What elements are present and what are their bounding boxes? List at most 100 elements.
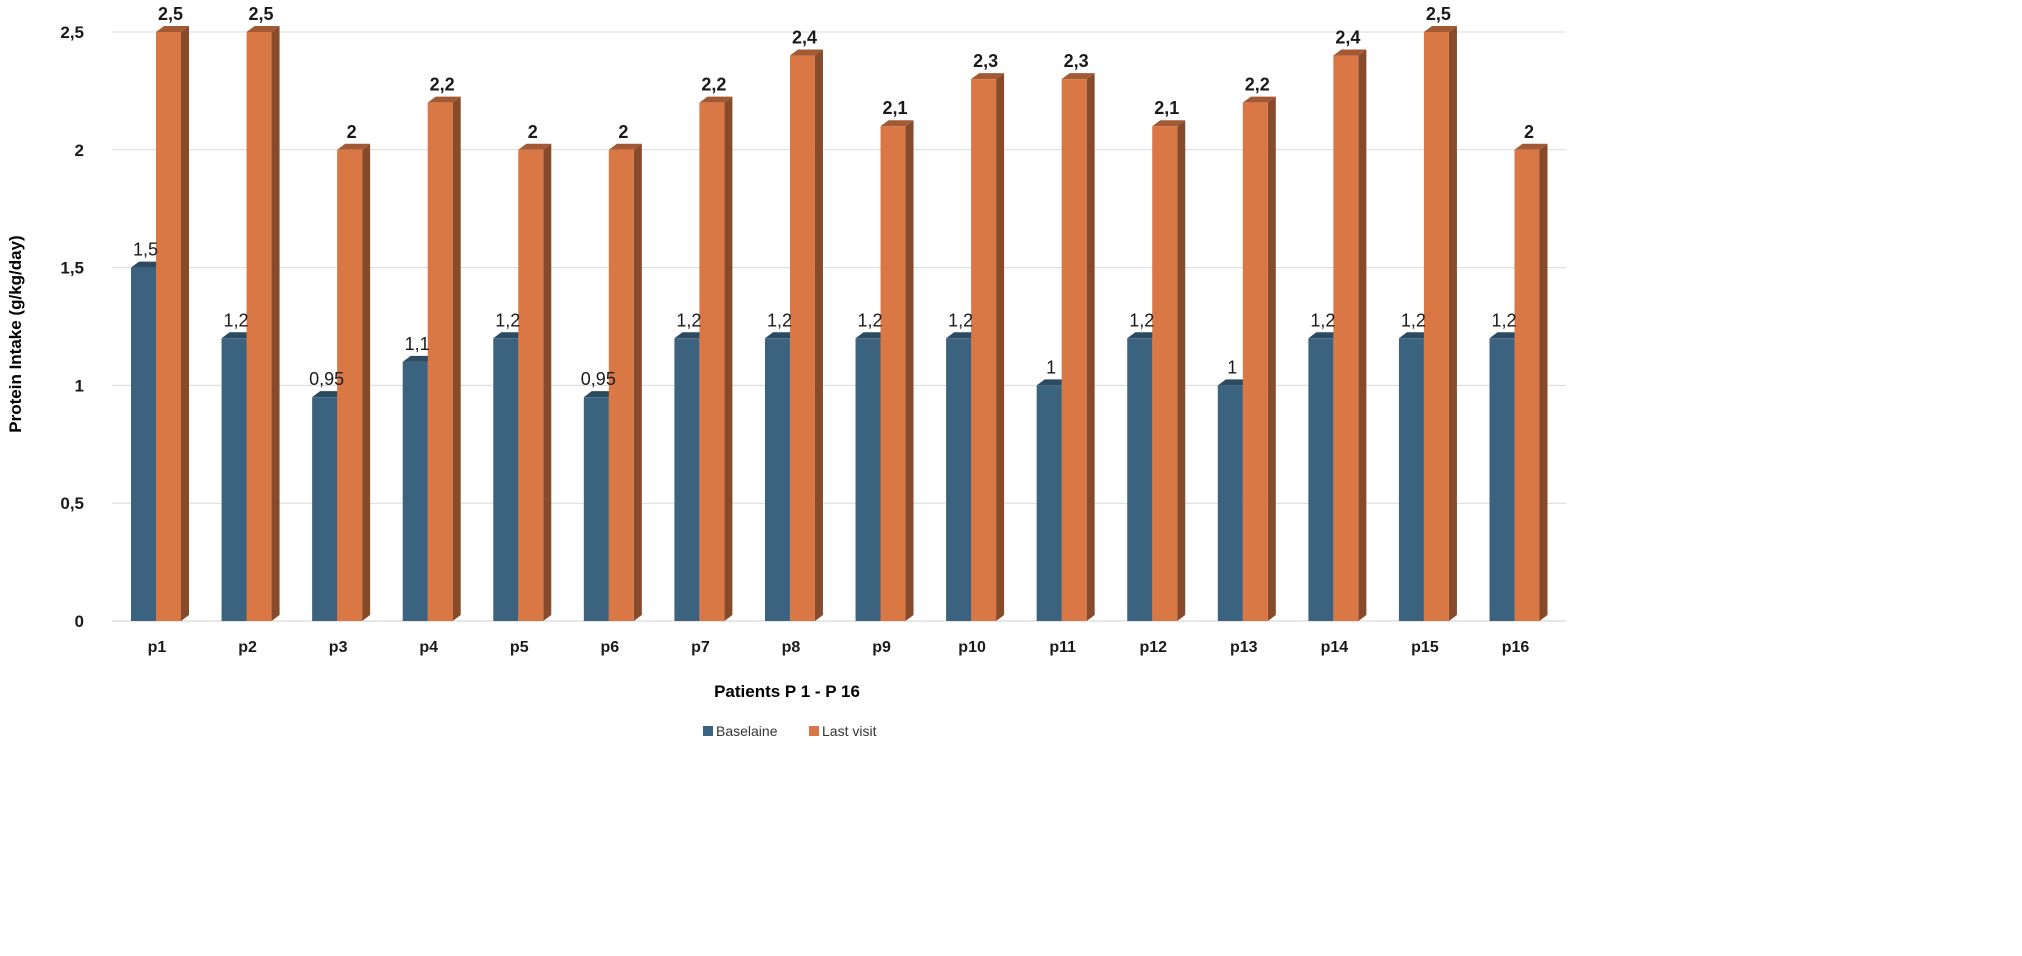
bar-top (1061, 73, 1095, 80)
bar-last-visit-p12 (1152, 120, 1186, 622)
bar-side (633, 143, 642, 622)
data-label-baselaine-p3: 0,95 (309, 369, 344, 389)
data-label-baselaine-p5: 1,2 (495, 310, 520, 330)
y-tick-label: 0,5 (60, 494, 84, 513)
x-tick-label-p13: p13 (1230, 639, 1258, 656)
bar-last-visit-p8 (789, 49, 823, 622)
bar-side (1267, 96, 1276, 622)
data-label-last-visit-p3: 2 (347, 122, 357, 142)
bar-front (1423, 32, 1449, 621)
legend-swatch-baselaine (703, 726, 713, 736)
bar-last-visit-p13 (1242, 96, 1276, 622)
bar-front (699, 102, 725, 622)
x-tick-label-p2: p2 (238, 639, 257, 656)
x-tick-label-p10: p10 (958, 639, 986, 656)
data-label-last-visit-p14: 2,4 (1335, 28, 1360, 48)
bar-last-visit-p1 (156, 26, 189, 621)
x-tick-label-p1: p1 (148, 639, 167, 656)
bar-front (1308, 338, 1334, 621)
data-label-baselaine-p13: 1 (1227, 357, 1237, 377)
bar-front (880, 126, 906, 622)
bar-front (1514, 149, 1540, 622)
bar-top (1217, 379, 1251, 386)
bar-last-visit-p10 (971, 73, 1005, 622)
bar-top (608, 143, 642, 150)
bar-last-visit-p2 (246, 26, 280, 621)
data-labels: 1,5 2,5 1,2 2,5 0,95 2 1,1 2,2 1,2 2 0,95 2 1,2 2,2 1,… (133, 4, 1534, 389)
data-label-baselaine-p7: 1,2 (676, 310, 701, 330)
bar-front (1127, 338, 1153, 621)
data-label-baselaine-p14: 1,2 (1310, 310, 1335, 330)
data-label-baselaine-p8: 1,2 (767, 310, 792, 330)
bar-front (789, 55, 815, 622)
bar-top (312, 391, 346, 398)
data-label-last-visit-p9: 2,1 (883, 98, 908, 118)
bar-front (855, 338, 881, 621)
bar-top (1333, 49, 1367, 56)
y-tick-label: 2,5 (60, 23, 84, 42)
bar-side (905, 120, 914, 622)
bar-front (518, 149, 544, 622)
bar-front (946, 338, 972, 621)
bar-top (855, 332, 889, 339)
bar-top (1036, 379, 1070, 386)
bar-side (452, 96, 461, 622)
bar-last-visit-p15 (1423, 26, 1457, 621)
bar-side (543, 143, 552, 622)
bar-last-visit-p7 (699, 96, 733, 622)
bar-top (674, 332, 708, 339)
bar-last-visit-p5 (518, 143, 552, 622)
x-tick-label-p16: p16 (1502, 639, 1530, 656)
bar-side (996, 73, 1005, 622)
data-label-last-visit-p1: 2,5 (158, 4, 183, 24)
data-label-last-visit-p8: 2,4 (792, 28, 817, 48)
bar-top (880, 120, 914, 127)
bar-front (312, 397, 338, 621)
x-tick-label-p11: p11 (1049, 639, 1076, 656)
bar-front (427, 102, 453, 622)
data-label-last-visit-p10: 2,3 (973, 51, 998, 71)
x-tick-label-p9: p9 (872, 639, 891, 656)
bar-top (518, 143, 552, 150)
bar-front (583, 397, 609, 621)
y-tick-label: 1 (75, 376, 84, 395)
bar-side (1358, 49, 1367, 622)
bar-last-visit-p11 (1061, 73, 1095, 622)
bar-front (1217, 385, 1243, 621)
bar-top (764, 332, 798, 339)
bar-top (221, 332, 255, 339)
bar-last-visit-p3 (337, 143, 371, 622)
data-label-baselaine-p12: 1,2 (1129, 310, 1154, 330)
data-label-last-visit-p5: 2 (528, 122, 538, 142)
data-label-last-visit-p2: 2,5 (249, 4, 274, 24)
bar-top (1398, 332, 1432, 339)
bar-last-visit-p9 (880, 120, 914, 622)
legend-label-last-visit: Last visit (822, 723, 877, 739)
bar-last-visit-p6 (608, 143, 642, 622)
bar-front (337, 149, 363, 622)
legend-swatch-last-visit (809, 726, 819, 736)
data-label-baselaine-p16: 1,2 (1491, 310, 1516, 330)
x-tick-label-p14: p14 (1321, 639, 1349, 656)
y-tick-label: 2 (75, 141, 84, 160)
x-tick-label-p7: p7 (691, 639, 710, 656)
bars (131, 26, 1548, 622)
bar-top (583, 391, 617, 398)
bar-side (1086, 73, 1095, 622)
data-label-baselaine-p2: 1,2 (224, 310, 249, 330)
bar-front (608, 149, 634, 622)
x-tick-label-p4: p4 (419, 639, 438, 656)
legend: Baselaine Last visit (703, 723, 877, 739)
bar-side (362, 143, 371, 622)
y-axis-label: Protein Intake (g/kg/day) (6, 235, 25, 432)
bar-last-visit-p4 (427, 96, 461, 622)
bar-top (493, 332, 527, 339)
bar-front (156, 32, 181, 621)
bar-front (1036, 385, 1062, 621)
bar-top (946, 332, 980, 339)
x-axis-ticks: p1 p2 p3 p4 p5 p6 p7 p8 p9 p10 p11 p12 p13 p14 p15 p16 (148, 639, 1530, 656)
bar-front (131, 267, 156, 621)
x-tick-label-p15: p15 (1411, 639, 1439, 656)
bar-front (1152, 126, 1178, 622)
x-tick-label-p3: p3 (329, 639, 348, 656)
